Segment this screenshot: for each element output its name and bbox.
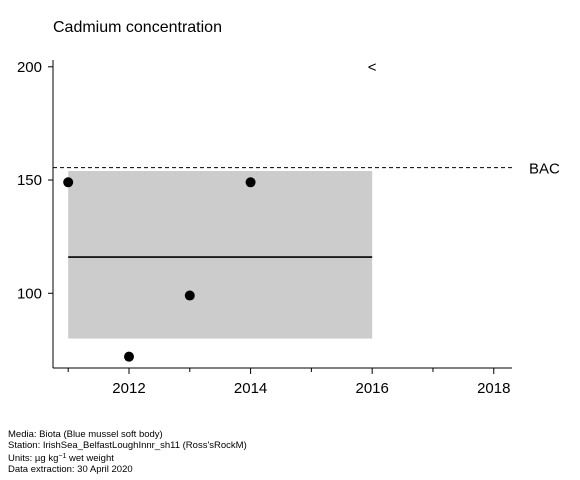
x-tick-label: 2018 — [477, 380, 510, 397]
data-point — [245, 177, 256, 188]
x-tick-label: 2014 — [234, 380, 267, 397]
data-point — [184, 290, 195, 301]
footer-units-suffix: wet weight — [66, 453, 114, 464]
footer-units-sup: −1 — [58, 453, 67, 460]
chart-title: Cadmium concentration — [53, 19, 222, 36]
y-tick-label: 100 — [17, 285, 42, 302]
cadmium-chart: BAC 100 150 200 2012 2014 2016 2018 < — [17, 59, 560, 397]
y-tick-label: 150 — [17, 172, 42, 189]
chart-footer: Media: Biota (Blue mussel soft body) Sta… — [8, 429, 247, 475]
data-point — [123, 351, 134, 362]
data-point — [63, 177, 74, 188]
footer-extraction: Data extraction: 30 April 2020 — [8, 464, 133, 475]
footer-media: Media: Biota (Blue mussel soft body) — [8, 429, 163, 440]
bac-label: BAC — [529, 161, 560, 178]
footer-units: Units: µg kg−1 wet weight — [8, 451, 247, 464]
footer-station: Station: IrishSea_BelfastLoughInnr_sh11 … — [8, 440, 247, 451]
footer-units-prefix: Units: µg kg — [8, 453, 59, 464]
x-tick-label: 2012 — [112, 380, 145, 397]
y-tick-label: 200 — [17, 59, 42, 76]
less-than-annotation: < — [368, 59, 377, 76]
confidence-band — [68, 170, 373, 339]
x-tick-label: 2016 — [355, 380, 388, 397]
